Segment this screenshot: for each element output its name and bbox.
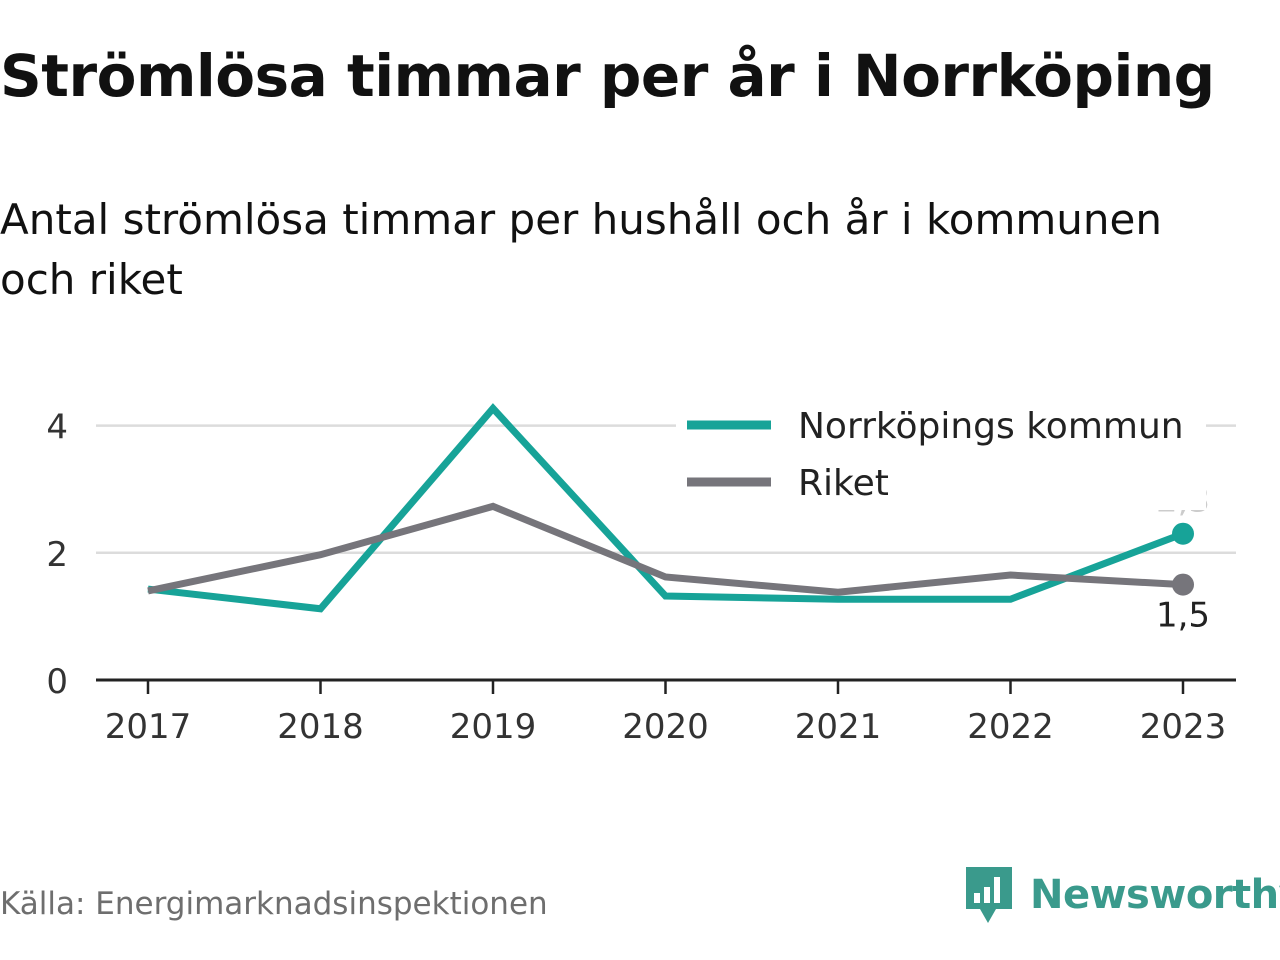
- legend-label: Norrköpings kommun: [798, 406, 1184, 447]
- series-line-riket: [147, 502, 1184, 596]
- x-tick-label: 2023: [1140, 707, 1227, 747]
- series-end-point: [1172, 573, 1194, 596]
- chart-subtitle: Antal strömlösa timmar per hushåll och å…: [0, 195, 1162, 304]
- y-tick-label: 2: [46, 535, 68, 575]
- brand-logo[interactable]: Newsworthy: [964, 864, 1280, 926]
- line-chart: 0 2 4 2017 2018 2019 2020 2021 2022 2023 2,31,5 N…: [46, 400, 1236, 747]
- x-tick-label: 2022: [967, 707, 1054, 747]
- legend: Norrköpings kommun Riket: [676, 400, 1206, 510]
- axes: 0 2 4 2017 2018 2019 2020 2021 2022 2023: [46, 408, 1236, 747]
- legend-label: Riket: [798, 463, 889, 504]
- x-tick-label: 2020: [622, 707, 709, 747]
- source-note: Källa: Energimarknadsinspektionen: [0, 886, 548, 922]
- x-tick-label: 2017: [105, 707, 192, 747]
- x-tick-label: 2021: [795, 707, 882, 747]
- x-tick-label: 2018: [277, 707, 364, 747]
- newsworthy-logo-icon: [966, 867, 1012, 923]
- series-end-point: [1172, 522, 1194, 545]
- x-tick-label: 2019: [450, 707, 537, 747]
- series-lines: 2,31,5: [147, 403, 1210, 636]
- brand-name: Newsworthy: [1030, 872, 1280, 918]
- series-line-norrkoping: [147, 403, 1185, 613]
- data-label: 1,5: [1156, 596, 1210, 636]
- y-tick-label: 4: [46, 408, 68, 448]
- y-tick-label: 0: [46, 662, 68, 702]
- legend-background: [676, 400, 1206, 510]
- chart-title: Strömlösa timmar per år i Norrköping: [0, 42, 1215, 110]
